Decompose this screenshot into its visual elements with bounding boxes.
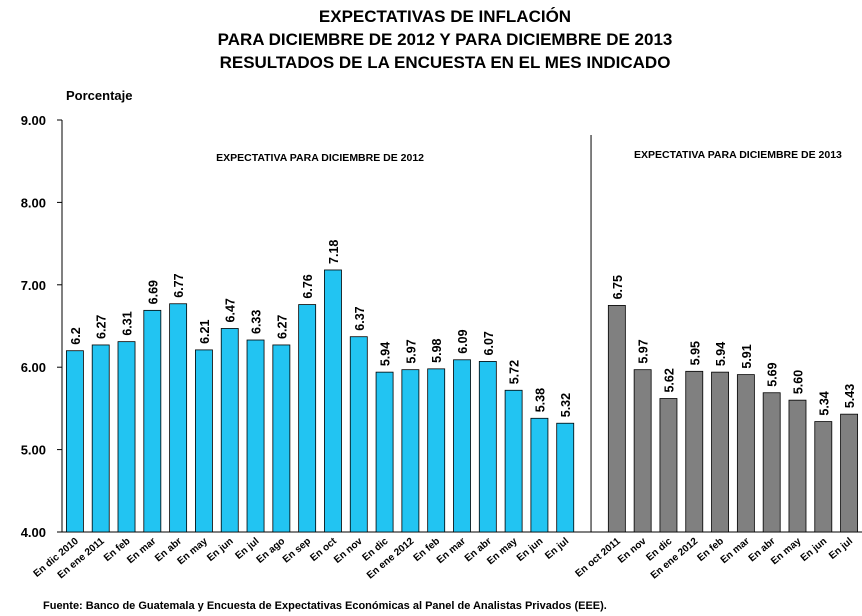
value-label: 5.60: [791, 370, 805, 394]
bar: [659, 398, 678, 533]
bar: [556, 422, 575, 533]
y-tick-label: 8.00: [21, 195, 46, 210]
value-label: 6.76: [301, 274, 315, 298]
y-tick-label: 9.00: [21, 113, 46, 128]
bar: [65, 350, 84, 533]
source-note: Fuente: Banco de Guatemala y Encuesta de…: [43, 600, 607, 612]
y-tick-label: 6.00: [21, 360, 46, 375]
x-tick-label: En jul: [543, 536, 571, 562]
x-tick-label: En mar: [125, 536, 158, 566]
value-label: 6.69: [146, 280, 160, 304]
bar: [788, 399, 807, 533]
value-label: 6.33: [250, 310, 264, 334]
x-tick-label: En may: [485, 536, 520, 568]
x-tick-label: En mar: [435, 536, 468, 566]
bar: [349, 336, 368, 533]
x-tick-label: En jun: [799, 536, 829, 564]
value-label: 6.27: [275, 315, 289, 339]
bar: [607, 304, 626, 533]
value-label: 5.72: [508, 360, 522, 384]
bar: [117, 341, 136, 533]
chart-title: EXPECTATIVAS DE INFLACIÓN: [319, 7, 571, 26]
bar: [478, 361, 497, 533]
x-tick-label: En jun: [205, 536, 235, 564]
y-tick-label: 5.00: [21, 443, 46, 458]
value-label: 6.37: [353, 306, 367, 330]
bar: [530, 417, 549, 533]
value-label: 5.62: [662, 368, 676, 392]
bar: [401, 369, 420, 533]
x-tick-label: En mar: [719, 536, 752, 566]
series-label: EXPECTATIVA PARA DICIEMBRE DE 2012: [216, 152, 424, 164]
bar: [736, 374, 755, 533]
value-label: 5.43: [843, 384, 857, 408]
value-label: 6.31: [121, 311, 135, 335]
bar: [685, 370, 704, 533]
bar: [427, 368, 446, 533]
bar: [762, 392, 781, 533]
value-label: 6.09: [456, 329, 470, 353]
chart-title: RESULTADOS DE LA ENCUESTA EN EL MES INDI…: [220, 53, 671, 72]
x-tick-label: En jul: [827, 536, 855, 562]
bar: [711, 371, 729, 533]
value-label: 5.91: [740, 344, 754, 368]
value-label: 6.21: [198, 320, 212, 344]
series-label: EXPECTATIVA PARA DICIEMBRE DE 2013: [634, 149, 842, 161]
x-tick-label: En nov: [616, 536, 649, 566]
value-label: 5.98: [430, 338, 444, 362]
bar: [220, 328, 239, 533]
bar: [324, 269, 342, 533]
chart-title: PARA DICIEMBRE DE 2012 Y PARA DICIEMBRE …: [218, 30, 673, 49]
value-label: 7.18: [327, 240, 341, 264]
value-label: 5.97: [637, 339, 651, 363]
bar: [272, 344, 291, 533]
bar: [453, 359, 471, 533]
value-label: 6.77: [172, 273, 186, 297]
x-tick-label: En nov: [332, 536, 365, 566]
value-label: 6.27: [95, 315, 109, 339]
x-tick-label: En sep: [281, 536, 313, 566]
value-label: 5.94: [379, 342, 393, 366]
bar: [633, 369, 652, 533]
bar: [195, 349, 213, 533]
x-tick-label: En jun: [515, 536, 545, 564]
value-label: 5.97: [404, 339, 418, 363]
y-tick-label: 4.00: [21, 525, 46, 540]
value-label: 5.94: [714, 342, 728, 366]
bar: [375, 371, 394, 533]
value-label: 5.38: [533, 388, 547, 412]
y-axis-label: Porcentaje: [66, 88, 132, 103]
value-label: 6.2: [69, 327, 83, 344]
value-label: 6.47: [224, 298, 238, 322]
bar: [143, 309, 162, 533]
value-label: 5.95: [688, 341, 702, 365]
bar: [91, 344, 110, 533]
value-label: 5.69: [766, 362, 780, 386]
x-tick-label: En ago: [255, 536, 288, 566]
bar: [246, 339, 265, 533]
value-label: 6.07: [482, 331, 496, 355]
bar: [504, 389, 523, 533]
value-label: 5.32: [559, 393, 573, 417]
bar: [814, 421, 833, 533]
y-tick-label: 7.00: [21, 278, 46, 293]
value-label: 5.34: [817, 391, 831, 415]
value-label: 6.75: [611, 275, 625, 299]
bar: [298, 304, 317, 533]
bar: [840, 413, 859, 533]
bar: [169, 303, 188, 533]
